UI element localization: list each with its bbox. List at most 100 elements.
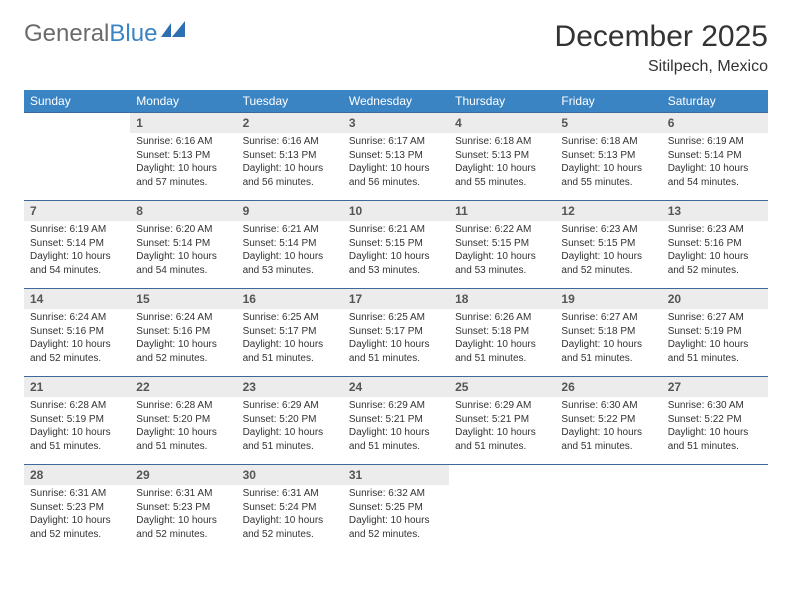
sunrise-text: Sunrise: 6:20 AM <box>136 223 230 237</box>
sunset-text: Sunset: 5:24 PM <box>243 501 337 515</box>
day-details: Sunrise: 6:20 AMSunset: 5:14 PMDaylight:… <box>130 221 236 281</box>
sunset-text: Sunset: 5:14 PM <box>668 149 762 163</box>
day-number: 1 <box>130 113 236 133</box>
day-details: Sunrise: 6:29 AMSunset: 5:20 PMDaylight:… <box>237 397 343 457</box>
calendar-day-cell: 29Sunrise: 6:31 AMSunset: 5:23 PMDayligh… <box>130 465 236 553</box>
day-details: Sunrise: 6:26 AMSunset: 5:18 PMDaylight:… <box>449 309 555 369</box>
calendar-day-cell: 21Sunrise: 6:28 AMSunset: 5:19 PMDayligh… <box>24 377 130 465</box>
day-number: 29 <box>130 465 236 485</box>
daylight-text: Daylight: 10 hours and 52 minutes. <box>561 250 655 277</box>
day-number: 8 <box>130 201 236 221</box>
sunset-text: Sunset: 5:13 PM <box>136 149 230 163</box>
calendar-day-cell: 30Sunrise: 6:31 AMSunset: 5:24 PMDayligh… <box>237 465 343 553</box>
calendar-day-cell: 15Sunrise: 6:24 AMSunset: 5:16 PMDayligh… <box>130 289 236 377</box>
calendar-day-cell: 23Sunrise: 6:29 AMSunset: 5:20 PMDayligh… <box>237 377 343 465</box>
brand-part2: Blue <box>109 20 157 48</box>
calendar-table: SundayMondayTuesdayWednesdayThursdayFrid… <box>24 90 768 553</box>
day-details: Sunrise: 6:19 AMSunset: 5:14 PMDaylight:… <box>24 221 130 281</box>
daylight-text: Daylight: 10 hours and 51 minutes. <box>455 338 549 365</box>
calendar-week-row: 1Sunrise: 6:16 AMSunset: 5:13 PMDaylight… <box>24 113 768 201</box>
daylight-text: Daylight: 10 hours and 53 minutes. <box>455 250 549 277</box>
day-details: Sunrise: 6:24 AMSunset: 5:16 PMDaylight:… <box>24 309 130 369</box>
logo-icon <box>161 18 189 46</box>
day-number: 14 <box>24 289 130 309</box>
day-number: 3 <box>343 113 449 133</box>
sunrise-text: Sunrise: 6:24 AM <box>136 311 230 325</box>
sunset-text: Sunset: 5:22 PM <box>561 413 655 427</box>
day-number: 6 <box>662 113 768 133</box>
day-number: 16 <box>237 289 343 309</box>
calendar-day-cell: 9Sunrise: 6:21 AMSunset: 5:14 PMDaylight… <box>237 201 343 289</box>
month-title: December 2025 <box>555 20 768 54</box>
sunrise-text: Sunrise: 6:19 AM <box>668 135 762 149</box>
day-details: Sunrise: 6:27 AMSunset: 5:19 PMDaylight:… <box>662 309 768 369</box>
sunrise-text: Sunrise: 6:27 AM <box>668 311 762 325</box>
calendar-day-cell: 5Sunrise: 6:18 AMSunset: 5:13 PMDaylight… <box>555 113 661 201</box>
day-details: Sunrise: 6:31 AMSunset: 5:23 PMDaylight:… <box>24 485 130 545</box>
day-details: Sunrise: 6:31 AMSunset: 5:23 PMDaylight:… <box>130 485 236 545</box>
calendar-header-row: SundayMondayTuesdayWednesdayThursdayFrid… <box>24 90 768 113</box>
day-details: Sunrise: 6:17 AMSunset: 5:13 PMDaylight:… <box>343 133 449 193</box>
sunset-text: Sunset: 5:20 PM <box>243 413 337 427</box>
day-number: 12 <box>555 201 661 221</box>
sunset-text: Sunset: 5:14 PM <box>243 237 337 251</box>
weekday-header: Tuesday <box>237 90 343 113</box>
day-number: 26 <box>555 377 661 397</box>
day-details: Sunrise: 6:21 AMSunset: 5:14 PMDaylight:… <box>237 221 343 281</box>
day-details: Sunrise: 6:32 AMSunset: 5:25 PMDaylight:… <box>343 485 449 545</box>
daylight-text: Daylight: 10 hours and 52 minutes. <box>668 250 762 277</box>
day-details: Sunrise: 6:29 AMSunset: 5:21 PMDaylight:… <box>449 397 555 457</box>
calendar-body: 1Sunrise: 6:16 AMSunset: 5:13 PMDaylight… <box>24 113 768 553</box>
sunset-text: Sunset: 5:15 PM <box>349 237 443 251</box>
calendar-day-cell: 24Sunrise: 6:29 AMSunset: 5:21 PMDayligh… <box>343 377 449 465</box>
daylight-text: Daylight: 10 hours and 51 minutes. <box>668 426 762 453</box>
calendar-day-cell: 14Sunrise: 6:24 AMSunset: 5:16 PMDayligh… <box>24 289 130 377</box>
brand-logo: GeneralBlue <box>24 20 189 48</box>
day-number: 5 <box>555 113 661 133</box>
daylight-text: Daylight: 10 hours and 57 minutes. <box>136 162 230 189</box>
day-number <box>449 465 555 485</box>
sunset-text: Sunset: 5:14 PM <box>136 237 230 251</box>
day-details: Sunrise: 6:29 AMSunset: 5:21 PMDaylight:… <box>343 397 449 457</box>
day-details: Sunrise: 6:28 AMSunset: 5:20 PMDaylight:… <box>130 397 236 457</box>
sunset-text: Sunset: 5:15 PM <box>455 237 549 251</box>
sunset-text: Sunset: 5:22 PM <box>668 413 762 427</box>
calendar-day-cell: 1 Sunrise: 6:16 AMSunset: 5:13 PMDaylight… <box>130 113 236 201</box>
sunrise-text: Sunrise: 6:21 AM <box>349 223 443 237</box>
day-details: Sunrise: 6:21 AMSunset: 5:15 PMDaylight:… <box>343 221 449 281</box>
daylight-text: Daylight: 10 hours and 54 minutes. <box>136 250 230 277</box>
day-number: 28 <box>24 465 130 485</box>
calendar-day-cell: 13Sunrise: 6:23 AMSunset: 5:16 PMDayligh… <box>662 201 768 289</box>
daylight-text: Daylight: 10 hours and 54 minutes. <box>30 250 124 277</box>
day-number: 23 <box>237 377 343 397</box>
day-number: 10 <box>343 201 449 221</box>
calendar-day-cell: 7Sunrise: 6:19 AMSunset: 5:14 PMDaylight… <box>24 201 130 289</box>
day-number: 25 <box>449 377 555 397</box>
sunset-text: Sunset: 5:23 PM <box>136 501 230 515</box>
daylight-text: Daylight: 10 hours and 52 minutes. <box>136 338 230 365</box>
weekday-header: Wednesday <box>343 90 449 113</box>
daylight-text: Daylight: 10 hours and 51 minutes. <box>136 426 230 453</box>
calendar-day-cell <box>662 465 768 553</box>
calendar-day-cell: 25Sunrise: 6:29 AMSunset: 5:21 PMDayligh… <box>449 377 555 465</box>
calendar-day-cell <box>555 465 661 553</box>
sunset-text: Sunset: 5:16 PM <box>668 237 762 251</box>
sunrise-text: Sunrise: 6:16 AM <box>136 135 230 149</box>
sunset-text: Sunset: 5:18 PM <box>455 325 549 339</box>
sunset-text: Sunset: 5:17 PM <box>243 325 337 339</box>
daylight-text: Daylight: 10 hours and 51 minutes. <box>349 426 443 453</box>
sunset-text: Sunset: 5:21 PM <box>349 413 443 427</box>
sunrise-text: Sunrise: 6:21 AM <box>243 223 337 237</box>
daylight-text: Daylight: 10 hours and 55 minutes. <box>561 162 655 189</box>
day-number: 11 <box>449 201 555 221</box>
sunrise-text: Sunrise: 6:23 AM <box>561 223 655 237</box>
day-number: 13 <box>662 201 768 221</box>
calendar-day-cell: 10Sunrise: 6:21 AMSunset: 5:15 PMDayligh… <box>343 201 449 289</box>
sunrise-text: Sunrise: 6:29 AM <box>349 399 443 413</box>
sunrise-text: Sunrise: 6:29 AM <box>455 399 549 413</box>
day-number: 24 <box>343 377 449 397</box>
sunrise-text: Sunrise: 6:24 AM <box>30 311 124 325</box>
day-number: 21 <box>24 377 130 397</box>
day-number: 22 <box>130 377 236 397</box>
calendar-day-cell: 12Sunrise: 6:23 AMSunset: 5:15 PMDayligh… <box>555 201 661 289</box>
